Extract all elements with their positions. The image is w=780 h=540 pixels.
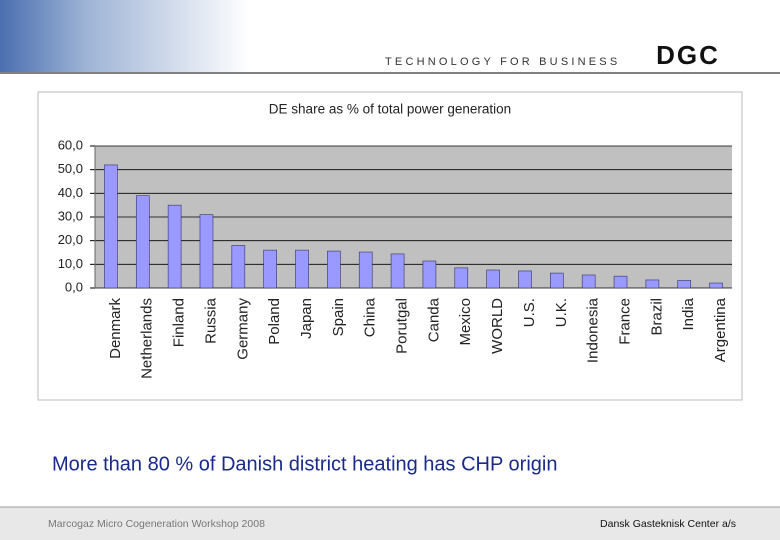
x-tick-label: U.S. [521, 298, 538, 327]
x-tick-label: Canda [425, 297, 442, 342]
x-tick-label: India [680, 297, 697, 330]
x-tick-label: Argentina [712, 297, 729, 362]
x-tick-label: Poland [266, 298, 283, 345]
chart-title: DE share as % of total power generation [269, 102, 511, 117]
bar [104, 164, 118, 289]
footer-right: Dansk Gasteknisk Center a/s [600, 518, 736, 530]
tagline: TECHNOLOGY FOR BUSINESS [385, 56, 620, 68]
bar [327, 250, 341, 289]
bar [263, 249, 277, 289]
bar [709, 282, 723, 289]
footer-band [0, 507, 780, 540]
y-tick-label: 20,0 [58, 232, 83, 247]
chart: 0,0 10,0 20,0 30,0 40,0 50,0 60,0 Denmark Nether… [58, 137, 732, 379]
x-tick-label: Germany [234, 298, 251, 360]
bar [358, 251, 373, 289]
bar [581, 274, 596, 289]
x-tick-label: Brazil [648, 298, 665, 336]
x-tick-label: Spain [330, 298, 347, 336]
bar [422, 260, 437, 289]
y-tick-label: 0,0 [65, 279, 83, 294]
x-tick-label: WORLD [489, 298, 506, 354]
logo: DGC [656, 40, 720, 70]
bar [677, 280, 692, 289]
x-tick-label: Denmark [107, 298, 124, 359]
footer-left: Marcogaz Micro Cogeneration Workshop 200… [48, 518, 265, 530]
bar [231, 245, 246, 289]
x-tick-label: China [362, 297, 379, 337]
y-tick-label: 40,0 [58, 185, 83, 200]
bar [295, 249, 309, 289]
x-tick-label: Mexico [457, 298, 474, 346]
bar [390, 253, 405, 289]
x-tick-label: Russia [202, 297, 219, 344]
bar [199, 214, 214, 289]
bar [486, 269, 500, 289]
x-tick-label: Porutgal [394, 298, 411, 354]
y-tick-label: 10,0 [58, 256, 83, 271]
bar [613, 275, 628, 289]
y-tick-label: 30,0 [58, 208, 83, 223]
x-tick-label: U.K. [553, 298, 570, 327]
header-image [0, 0, 250, 72]
bar [135, 195, 150, 289]
bar [518, 270, 532, 289]
x-tick-label: France [616, 298, 633, 345]
x-tick-label: Indonesia [585, 297, 602, 363]
x-tick-label: Finland [171, 298, 188, 347]
bar [645, 279, 660, 289]
caption: More than 80 % of Danish district heatin… [52, 453, 557, 475]
x-tick-label: Japan [298, 298, 315, 339]
bar [454, 267, 469, 289]
bar [550, 272, 564, 289]
x-tick-label: Netherlands [139, 298, 156, 379]
bar [167, 204, 182, 289]
y-tick-label: 60,0 [58, 137, 83, 152]
y-tick-label: 50,0 [58, 161, 83, 176]
